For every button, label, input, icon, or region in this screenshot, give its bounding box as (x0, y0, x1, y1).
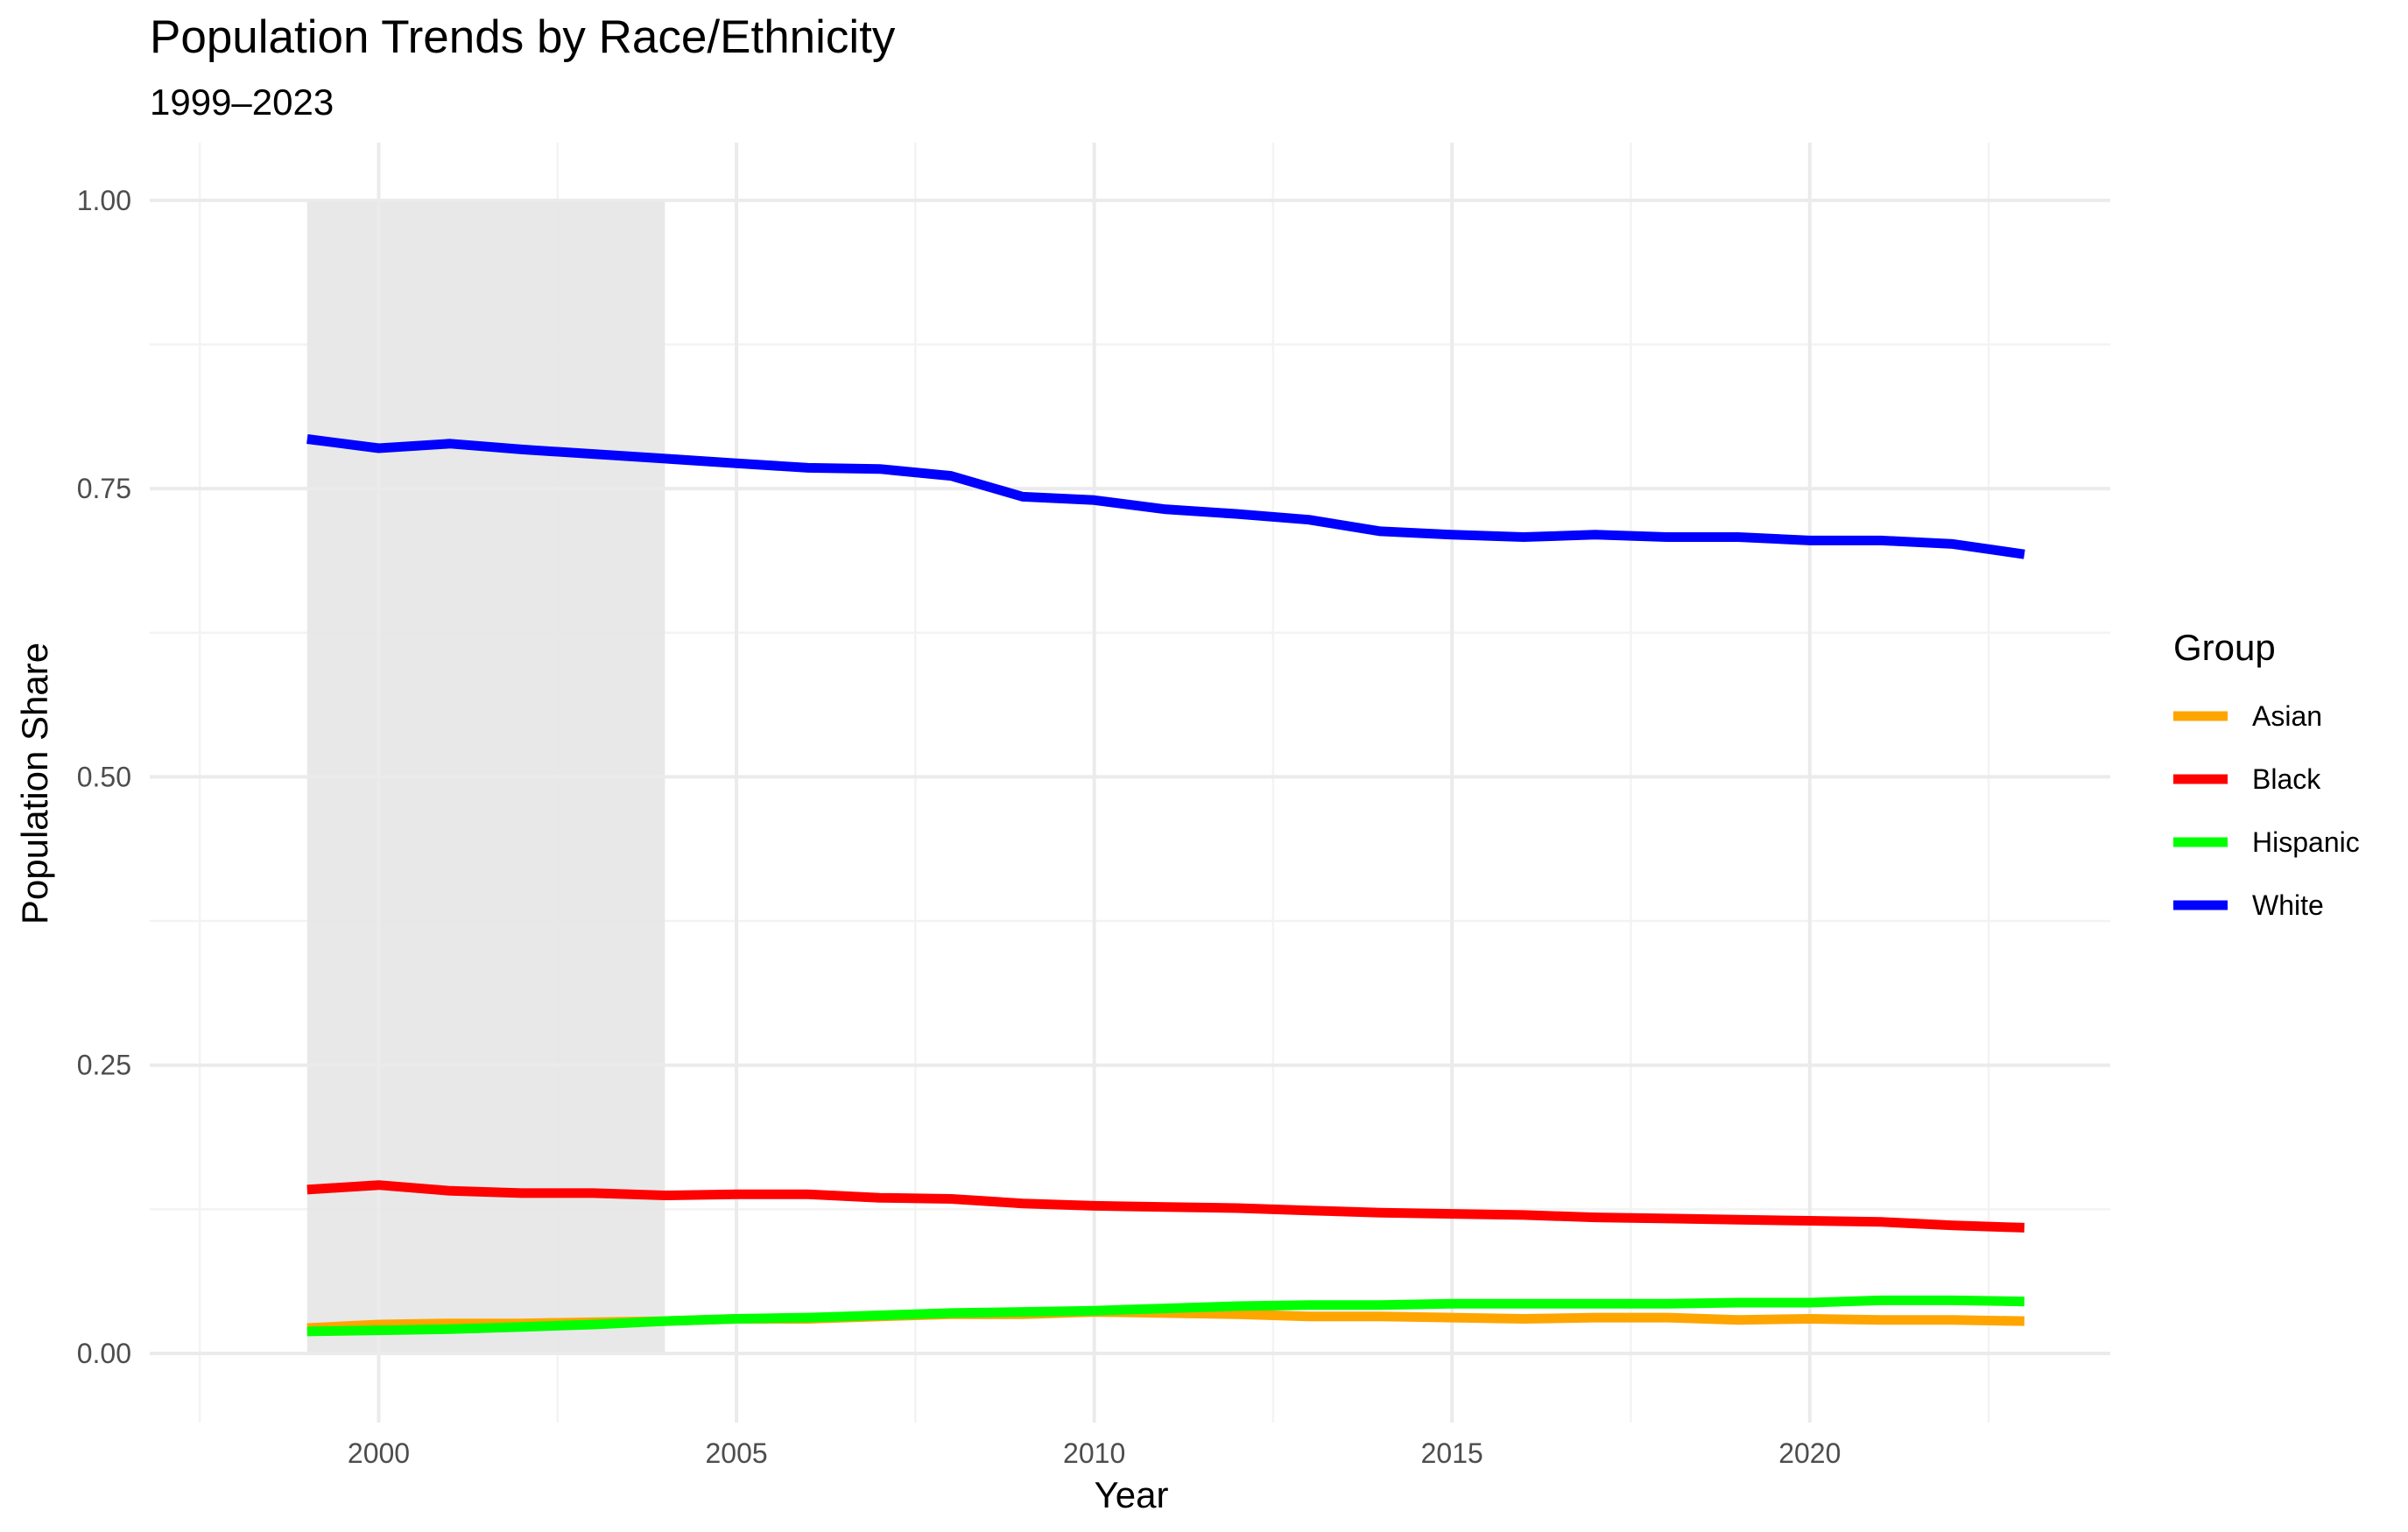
y-tick-label: 0.25 (77, 1050, 131, 1081)
chart-subtitle: 1999–2023 (150, 81, 334, 123)
legend-item-hispanic: Hispanic (2173, 826, 2360, 858)
legend-item-white: White (2173, 889, 2324, 921)
x-tick-label: 2015 (1421, 1437, 1483, 1469)
y-tick-label: 1.00 (77, 185, 131, 216)
legend-items: Asian Black Hispanic White (2173, 700, 2360, 921)
y-axis-tick-labels: 0.00 0.25 0.50 0.75 1.00 (77, 185, 131, 1369)
series-line-black (306, 1180, 2025, 1233)
legend-title: Group (2173, 627, 2276, 668)
major-gridlines (150, 143, 2110, 1423)
legend-item-black: Black (2173, 763, 2321, 795)
plot-panel (150, 143, 2110, 1423)
y-tick-label: 0.75 (77, 473, 131, 504)
series-line-white (306, 434, 2025, 559)
chart-title: Population Trends by Race/Ethnicity (150, 11, 896, 63)
x-tick-label: 2005 (705, 1437, 767, 1469)
legend-item-asian: Asian (2173, 700, 2322, 732)
y-tick-label: 0.00 (77, 1338, 131, 1369)
y-tick-label: 0.50 (77, 761, 131, 792)
legend-label: Hispanic (2252, 826, 2360, 858)
x-tick-label: 2010 (1063, 1437, 1125, 1469)
legend-label: Asian (2252, 700, 2322, 732)
x-axis-title: Year (1095, 1474, 1169, 1515)
series-lines (306, 434, 2025, 1337)
legend-label: White (2252, 889, 2324, 921)
x-axis-tick-labels: 2000 2005 2010 2015 2020 (348, 1437, 1841, 1469)
x-tick-label: 2020 (1778, 1437, 1841, 1469)
x-tick-label: 2000 (348, 1437, 410, 1469)
legend: Group Asian Black Hispanic White (2173, 627, 2360, 921)
series-line-hispanic (306, 1295, 2024, 1337)
legend-label: Black (2252, 763, 2321, 795)
y-axis-title: Population Share (14, 643, 55, 924)
